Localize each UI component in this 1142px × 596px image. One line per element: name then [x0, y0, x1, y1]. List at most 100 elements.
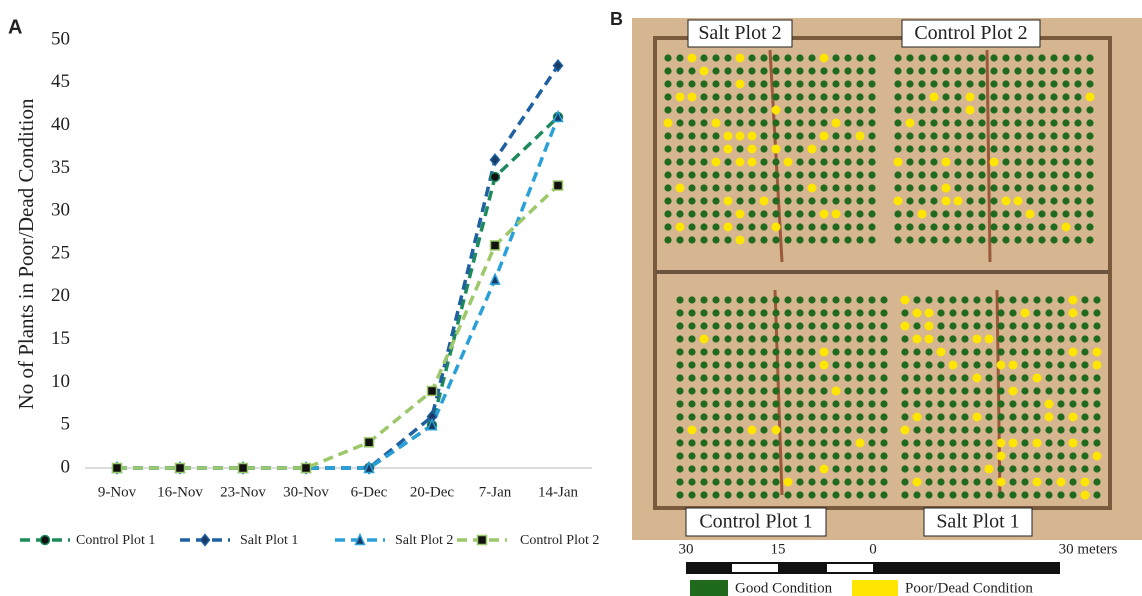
plant [894, 119, 901, 126]
plant [1021, 322, 1028, 329]
plant [1057, 465, 1064, 472]
plant [1021, 361, 1028, 368]
plant [973, 439, 980, 446]
plant [942, 67, 949, 74]
plant [724, 158, 731, 165]
plant [985, 465, 994, 474]
plant [760, 348, 767, 355]
plant [772, 210, 779, 217]
plant [700, 145, 707, 152]
plant [784, 478, 793, 487]
plant [961, 387, 968, 394]
plant [1009, 465, 1016, 472]
x-tick-label: 16-Nov [157, 484, 203, 500]
plant [808, 491, 815, 498]
plant [712, 322, 719, 329]
plant [901, 361, 908, 368]
plant [997, 478, 1006, 487]
plant [796, 478, 803, 485]
plant [925, 478, 932, 485]
plant [997, 465, 1004, 472]
plant [796, 223, 803, 230]
plant [997, 309, 1004, 316]
plant [880, 296, 887, 303]
series-line [117, 117, 558, 468]
plant [868, 465, 875, 472]
plant [949, 465, 956, 472]
plant [844, 335, 851, 342]
plant [880, 335, 887, 342]
plant [808, 439, 815, 446]
plant [676, 236, 683, 243]
plant [1093, 400, 1100, 407]
plant [856, 465, 863, 472]
plant [1062, 132, 1069, 139]
plant [844, 296, 851, 303]
plant [918, 132, 925, 139]
plant [942, 236, 949, 243]
plant [1081, 491, 1090, 500]
aerial-image [632, 18, 1142, 540]
plant [1093, 374, 1100, 381]
plant [868, 80, 875, 87]
plant [688, 439, 695, 446]
plant [724, 361, 731, 368]
plant [1002, 158, 1009, 165]
plant [990, 236, 997, 243]
plant [1045, 322, 1052, 329]
plant [856, 296, 863, 303]
plant [942, 158, 951, 167]
plant [930, 158, 937, 165]
plant [930, 106, 937, 113]
plant [808, 322, 815, 329]
plant [796, 361, 803, 368]
plant [1050, 171, 1057, 178]
plant [954, 171, 961, 178]
plant [1002, 132, 1009, 139]
plant [961, 439, 968, 446]
plant [942, 223, 949, 230]
plant [868, 171, 875, 178]
plant [676, 413, 683, 420]
plant [760, 197, 769, 206]
plant [894, 236, 901, 243]
plant [1081, 465, 1088, 472]
plant [820, 491, 827, 498]
plant [676, 400, 683, 407]
plant [820, 452, 827, 459]
plant [784, 452, 791, 459]
plant [925, 322, 934, 331]
plant [844, 413, 851, 420]
plant [1038, 236, 1045, 243]
plant [688, 236, 695, 243]
plant [1086, 67, 1093, 74]
marker [428, 386, 437, 395]
plant [1081, 335, 1088, 342]
plant [997, 387, 1004, 394]
plant [688, 197, 695, 204]
plant [1002, 184, 1009, 191]
plant [820, 184, 827, 191]
plant [930, 145, 937, 152]
plant [712, 197, 719, 204]
plant [954, 145, 961, 152]
plant [966, 145, 973, 152]
plant [808, 335, 815, 342]
plant [712, 236, 719, 243]
plant [1009, 309, 1016, 316]
plant [925, 400, 932, 407]
plant [1081, 309, 1088, 316]
plant [700, 197, 707, 204]
plant [1074, 210, 1081, 217]
plant [1074, 54, 1081, 61]
plant [808, 400, 815, 407]
plant [772, 132, 779, 139]
plant [906, 80, 913, 87]
plant [918, 106, 925, 113]
plant [676, 335, 683, 342]
plant [724, 309, 731, 316]
plant [906, 119, 915, 128]
plant [736, 413, 743, 420]
plant [913, 413, 922, 422]
plant [820, 400, 827, 407]
